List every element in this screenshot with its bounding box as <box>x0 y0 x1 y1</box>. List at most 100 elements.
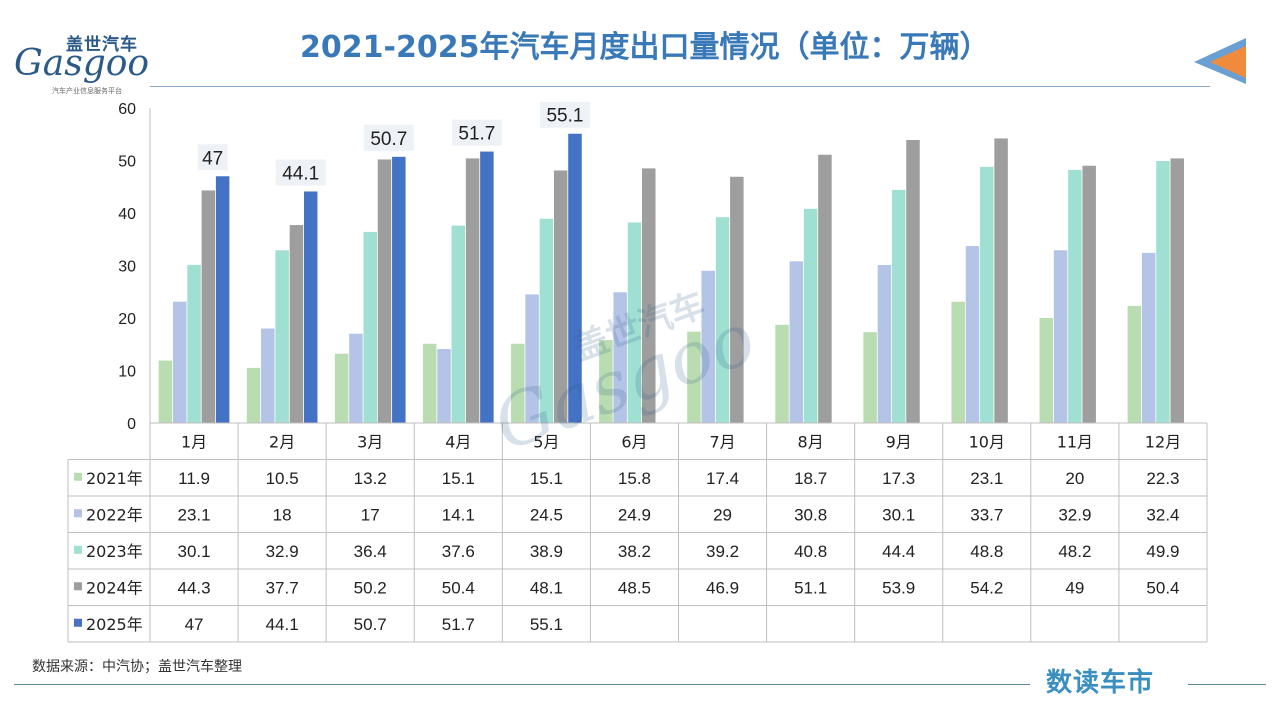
data-label: 55.1 <box>546 106 583 127</box>
table-cell-value: 23.1 <box>970 469 1003 488</box>
bar <box>803 208 818 423</box>
x-tick-label: 2月 <box>269 432 295 451</box>
data-label: 50.7 <box>370 129 407 150</box>
logo-chinese-text: 盖世汽车 <box>66 35 138 55</box>
bar <box>511 343 525 423</box>
bar <box>891 189 906 423</box>
bar <box>789 261 804 423</box>
bar <box>392 156 406 423</box>
y-tick-label: 10 <box>118 364 136 381</box>
table-cell-value: 50.7 <box>354 615 387 634</box>
data-label-bg <box>451 119 502 146</box>
table-cell-value: 49.9 <box>1146 542 1179 561</box>
bar <box>377 159 392 423</box>
bar <box>965 246 980 423</box>
table-cell-value: 37.6 <box>442 542 475 561</box>
bar <box>599 340 613 423</box>
bar <box>1082 165 1096 423</box>
legend-series-name: 2022年 <box>86 505 143 524</box>
x-tick-label: 11月 <box>1057 432 1093 451</box>
bar <box>1127 305 1142 423</box>
bar <box>1170 158 1185 423</box>
table-cell-value: 37.7 <box>266 578 299 597</box>
table-cell-value: 33.7 <box>970 505 1003 524</box>
bar <box>568 133 582 423</box>
bar <box>349 333 363 423</box>
bar <box>451 225 466 423</box>
legend-series-name: 2023年 <box>86 542 143 561</box>
table-cell-value: 44.3 <box>177 578 210 597</box>
table-cell-value: 11.9 <box>178 469 210 488</box>
table-cell-value: 38.2 <box>618 542 651 561</box>
x-tick-label: 10月 <box>969 432 1005 451</box>
bar <box>289 225 304 423</box>
table-cell-value: 55.1 <box>530 615 563 634</box>
bar <box>215 176 230 423</box>
bar <box>480 151 494 423</box>
table-cell-value: 48.8 <box>970 542 1003 561</box>
export-volume-chart: 0 10 20 30 40 50 60 47 44.1 50.7 51.7 55.1 1月 2月 3月 4月 5… <box>67 101 1208 643</box>
table-cell-value: 48.2 <box>1058 542 1091 561</box>
bar <box>715 217 730 423</box>
table-cell-value: 50.4 <box>442 578 475 597</box>
x-tick-label: 1月 <box>181 432 207 451</box>
table-cell-value: 23.1 <box>177 505 210 524</box>
bar <box>334 353 349 423</box>
table-cell-value: 17 <box>361 505 380 524</box>
bar <box>363 231 377 423</box>
table-cell-value: 39.2 <box>706 542 739 561</box>
legend-swatch <box>74 582 82 591</box>
table-cell-value: 15.1 <box>530 469 563 488</box>
bar <box>775 324 789 423</box>
data-label-bg <box>275 159 326 186</box>
bar <box>422 343 437 423</box>
table-cell-value: 53.9 <box>882 578 915 597</box>
table-cell-value: 54.2 <box>970 578 1003 597</box>
table-cell-value: 44.1 <box>266 615 299 634</box>
bar <box>906 140 920 423</box>
bar <box>275 250 289 423</box>
table-cell-value: 32.9 <box>266 542 299 561</box>
legend-series-name: 2021年 <box>86 469 143 488</box>
header-divider <box>150 86 1210 87</box>
y-tick-label: 0 <box>127 416 136 433</box>
table-cell-value: 24.9 <box>618 505 651 524</box>
legend-series-name: 2024年 <box>86 578 143 597</box>
bar <box>525 294 539 423</box>
data-label-bg <box>197 144 228 171</box>
x-tick-label: 7月 <box>709 432 735 451</box>
y-tick-label: 20 <box>118 311 136 328</box>
bar <box>201 190 216 423</box>
brand-label: 数读车市 <box>1046 668 1155 698</box>
table-cell-value: 18.7 <box>794 469 827 488</box>
bar <box>701 270 715 423</box>
y-tick-label: 60 <box>118 101 136 118</box>
x-tick-label: 12月 <box>1145 432 1181 451</box>
table-cell-value: 30.1 <box>177 542 210 561</box>
table-cell-value: 51.1 <box>794 578 827 597</box>
bar <box>687 331 701 423</box>
gasgoo-logo: 盖世汽车 Gasgoo 汽车产业信息服务平台 <box>8 28 158 98</box>
table-cell-value: 14.1 <box>442 505 475 524</box>
bar <box>863 332 877 423</box>
bar <box>553 170 568 423</box>
bar <box>539 218 554 423</box>
legend-swatch <box>74 472 82 481</box>
table-cell-value: 46.9 <box>706 578 739 597</box>
table-cell-value: 20 <box>1065 469 1084 488</box>
table-cell-value: 15.8 <box>618 469 651 488</box>
bar <box>613 292 627 423</box>
bar <box>1156 161 1170 423</box>
table-cell-value: 24.5 <box>530 505 563 524</box>
x-tick-label: 4月 <box>445 432 471 451</box>
data-label-bg <box>363 124 414 151</box>
table-cell-value: 32.4 <box>1146 505 1179 524</box>
bar <box>877 264 892 423</box>
legend-swatch <box>74 509 82 518</box>
bar <box>1141 252 1156 423</box>
table-cell-value: 30.8 <box>794 505 827 524</box>
bar <box>951 301 965 423</box>
table-cell-value: 47 <box>185 615 204 634</box>
x-tick-label: 6月 <box>621 432 647 451</box>
table-cell-value: 48.5 <box>618 578 651 597</box>
